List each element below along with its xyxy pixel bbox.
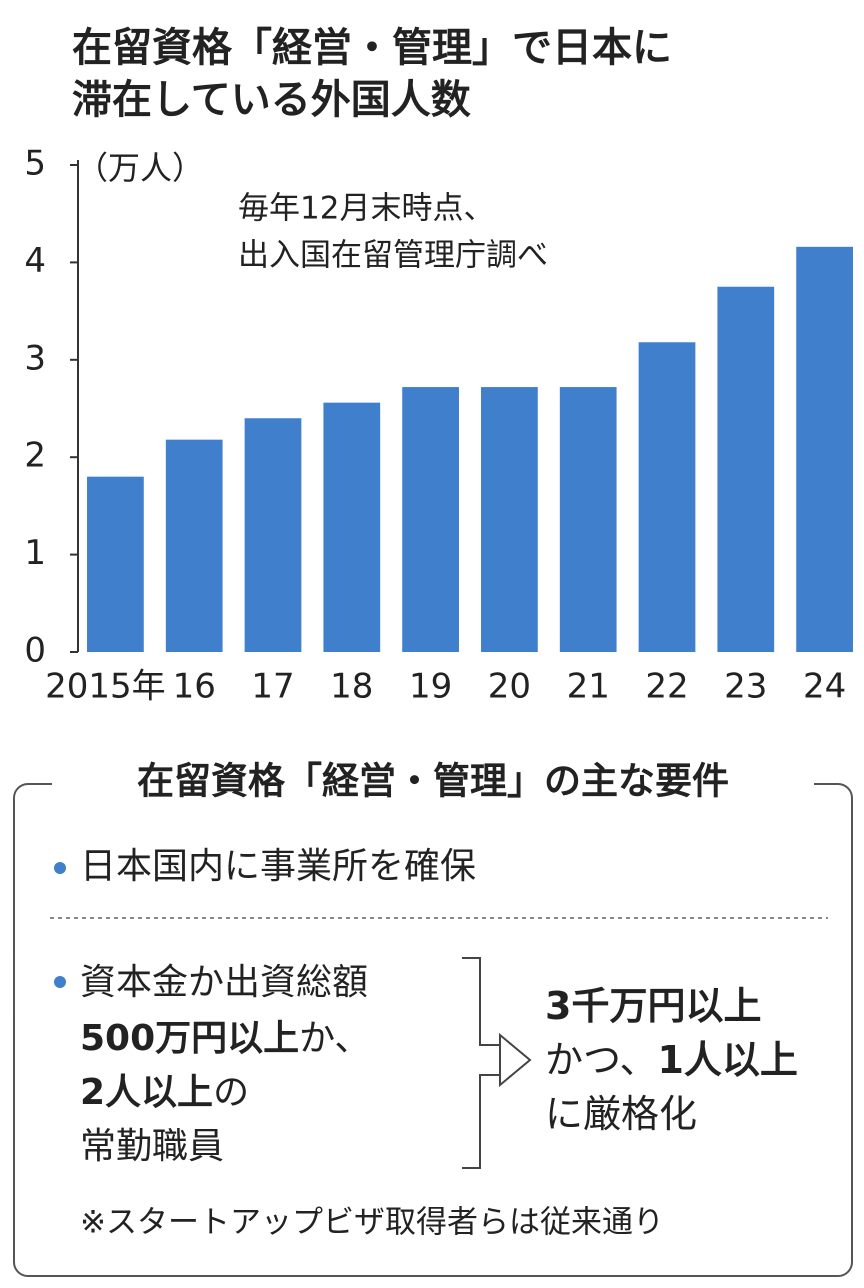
bar (323, 402, 381, 652)
y-tick-label: 1 (24, 533, 46, 573)
bar (796, 246, 853, 653)
box-title: 在留資格「経営・管理」の主な要件 (137, 760, 729, 803)
subtitle: 出入国在留管理庁調べ (238, 238, 548, 274)
box-title-bg (52, 758, 814, 808)
requirement: 資本金か出資総額 500万円以上か、 2人以上の 常勤職員 (80, 962, 382, 1167)
text: の (213, 1072, 249, 1113)
text: 常勤職員 (80, 1126, 224, 1167)
bracket (462, 957, 500, 1169)
text: か、 (299, 1018, 370, 1059)
y-tick-label: 0 (24, 631, 46, 671)
text: 資本金か出資総額 (80, 962, 368, 1003)
x-tick-label: 2015年 (45, 667, 166, 707)
x-tick-label: 20 (488, 667, 531, 707)
y-tick-label: 3 (24, 338, 46, 378)
bar (165, 439, 223, 652)
y-axis-label: （万人） (76, 149, 204, 187)
subtitle: 毎年12月末時点、 (238, 191, 494, 227)
x-tick-label: 17 (251, 667, 294, 707)
x-tick-label: 22 (645, 667, 688, 707)
y-tick-label: 2 (24, 436, 46, 476)
bar (638, 342, 696, 652)
x-tick-label: 19 (409, 667, 452, 707)
text: 2人以上 (80, 1072, 213, 1113)
bullet (54, 976, 66, 988)
text: 500万円以上 (80, 1018, 299, 1059)
bar (87, 476, 144, 652)
bar (717, 286, 775, 652)
arrow (499, 1032, 532, 1088)
x-tick-label: 21 (567, 667, 610, 707)
bar (244, 418, 302, 652)
bar (559, 387, 617, 652)
note: ※スタートアップビザ取得者らは従来通り (80, 1205, 664, 1241)
chart-title: 在留資格「経営・管理」で日本に (72, 25, 672, 71)
chart-title: 滞在している外国人数 (72, 77, 471, 123)
x-tick-label: 24 (803, 667, 846, 707)
y-tick-label: 4 (24, 241, 46, 281)
result: 3千万円以上 かつ、1人以上 に厳格化 (545, 984, 810, 1136)
text: 3千万円以上 (545, 984, 761, 1028)
bullet (54, 862, 66, 874)
text: に厳格化 (545, 1092, 697, 1136)
bar (402, 387, 459, 652)
requirement: 日本国内に事業所を確保 (80, 846, 476, 887)
text: 1人以上 (657, 1038, 797, 1082)
x-tick-label: 18 (330, 667, 373, 707)
x-tick-label: 16 (173, 667, 216, 707)
x-tick-label: 23 (724, 667, 767, 707)
text: かつ、 (545, 1038, 657, 1082)
bar (481, 387, 538, 652)
y-tick-label: 5 (24, 144, 46, 184)
